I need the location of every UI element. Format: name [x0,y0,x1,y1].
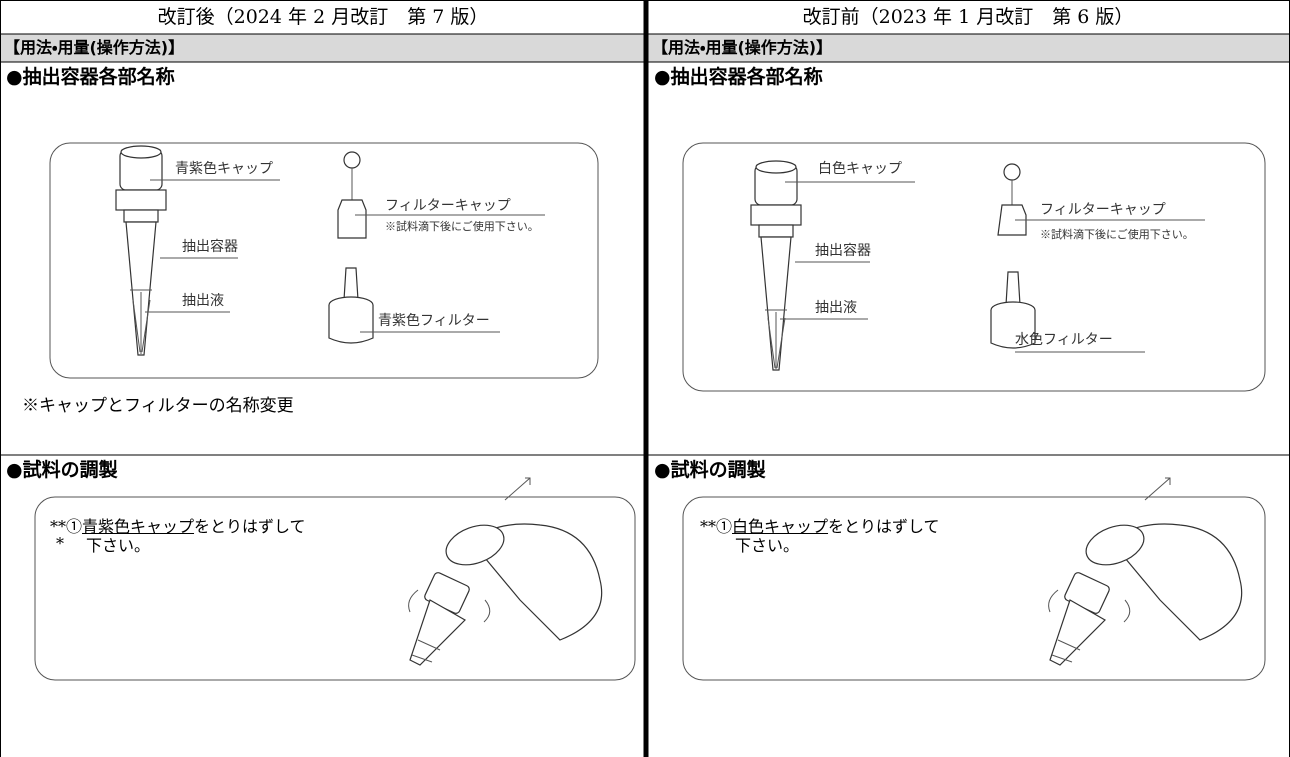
filter-illustration [990,271,1036,349]
step-mark: * [56,534,64,553]
leader-lines [145,179,545,333]
diagram-box [49,142,599,379]
filter-cap-illustration [337,151,367,239]
filter-cap-illustration [997,163,1027,236]
step-number: ① [66,517,83,536]
prep-box [34,496,636,681]
part-label: 抽出容器 [815,243,871,259]
leader-lines [780,181,1205,353]
step-text: **①白色キャップをとりはずして [700,519,940,535]
part-label: 白色キャップ [818,161,902,177]
part-note: ※試料滴下後にご使用下さい。 [385,220,539,233]
part-label: フィルターキャップ [385,198,511,214]
part-label: フィルターキャップ [1040,202,1166,218]
tube-illustration [750,160,802,371]
hand-illustration [408,477,603,666]
tube-illustration [115,145,167,356]
step-text: **①青紫色キャップをとりはずして [50,519,306,535]
part-label: 抽出液 [815,300,857,316]
hand-illustration [1048,477,1243,666]
part-note: ※試料滴下後にご使用下さい。 [1040,228,1194,241]
step-text-cont: 下さい。 [735,536,800,555]
section-title: 【用法・用量(操作方法)】 [4,38,185,57]
part-label: 抽出容器 [182,239,238,255]
prep-heading: ●試料の調製 [654,459,766,481]
step-number: ① [716,517,733,536]
part-label: 抽出液 [182,293,224,309]
part-label: 水色フィルター [1015,332,1113,348]
section-title: 【用法・用量(操作方法)】 [652,38,833,57]
step-mark: ** [700,517,716,536]
step-text-main: をとりはずして [828,517,940,536]
step-mark: ** [50,517,66,536]
column-header: 改訂前（2023 年 1 月改訂 第 6 版） [802,6,1134,28]
step-text-cont: 下さい。 [86,536,151,555]
step-keyword: 青紫色キャップ [82,517,195,536]
part-label: 青紫色キャップ [175,161,273,177]
diagram-box [682,142,1266,392]
parts-heading: ●抽出容器各部名称 [6,66,175,88]
part-label: 青紫色フィルター [378,313,490,329]
change-note: ※キャップとフィルターの名称変更 [22,396,294,416]
prep-heading: ●試料の調製 [6,459,118,481]
step-text-main: をとりはずして [194,517,306,536]
column-header: 改訂後（2024 年 2 月改訂 第 7 版） [157,6,489,28]
filter-illustration [328,267,374,344]
prep-box [682,496,1266,681]
step-keyword: 白色キャップ [732,517,829,536]
parts-heading: ●抽出容器各部名称 [654,66,823,88]
